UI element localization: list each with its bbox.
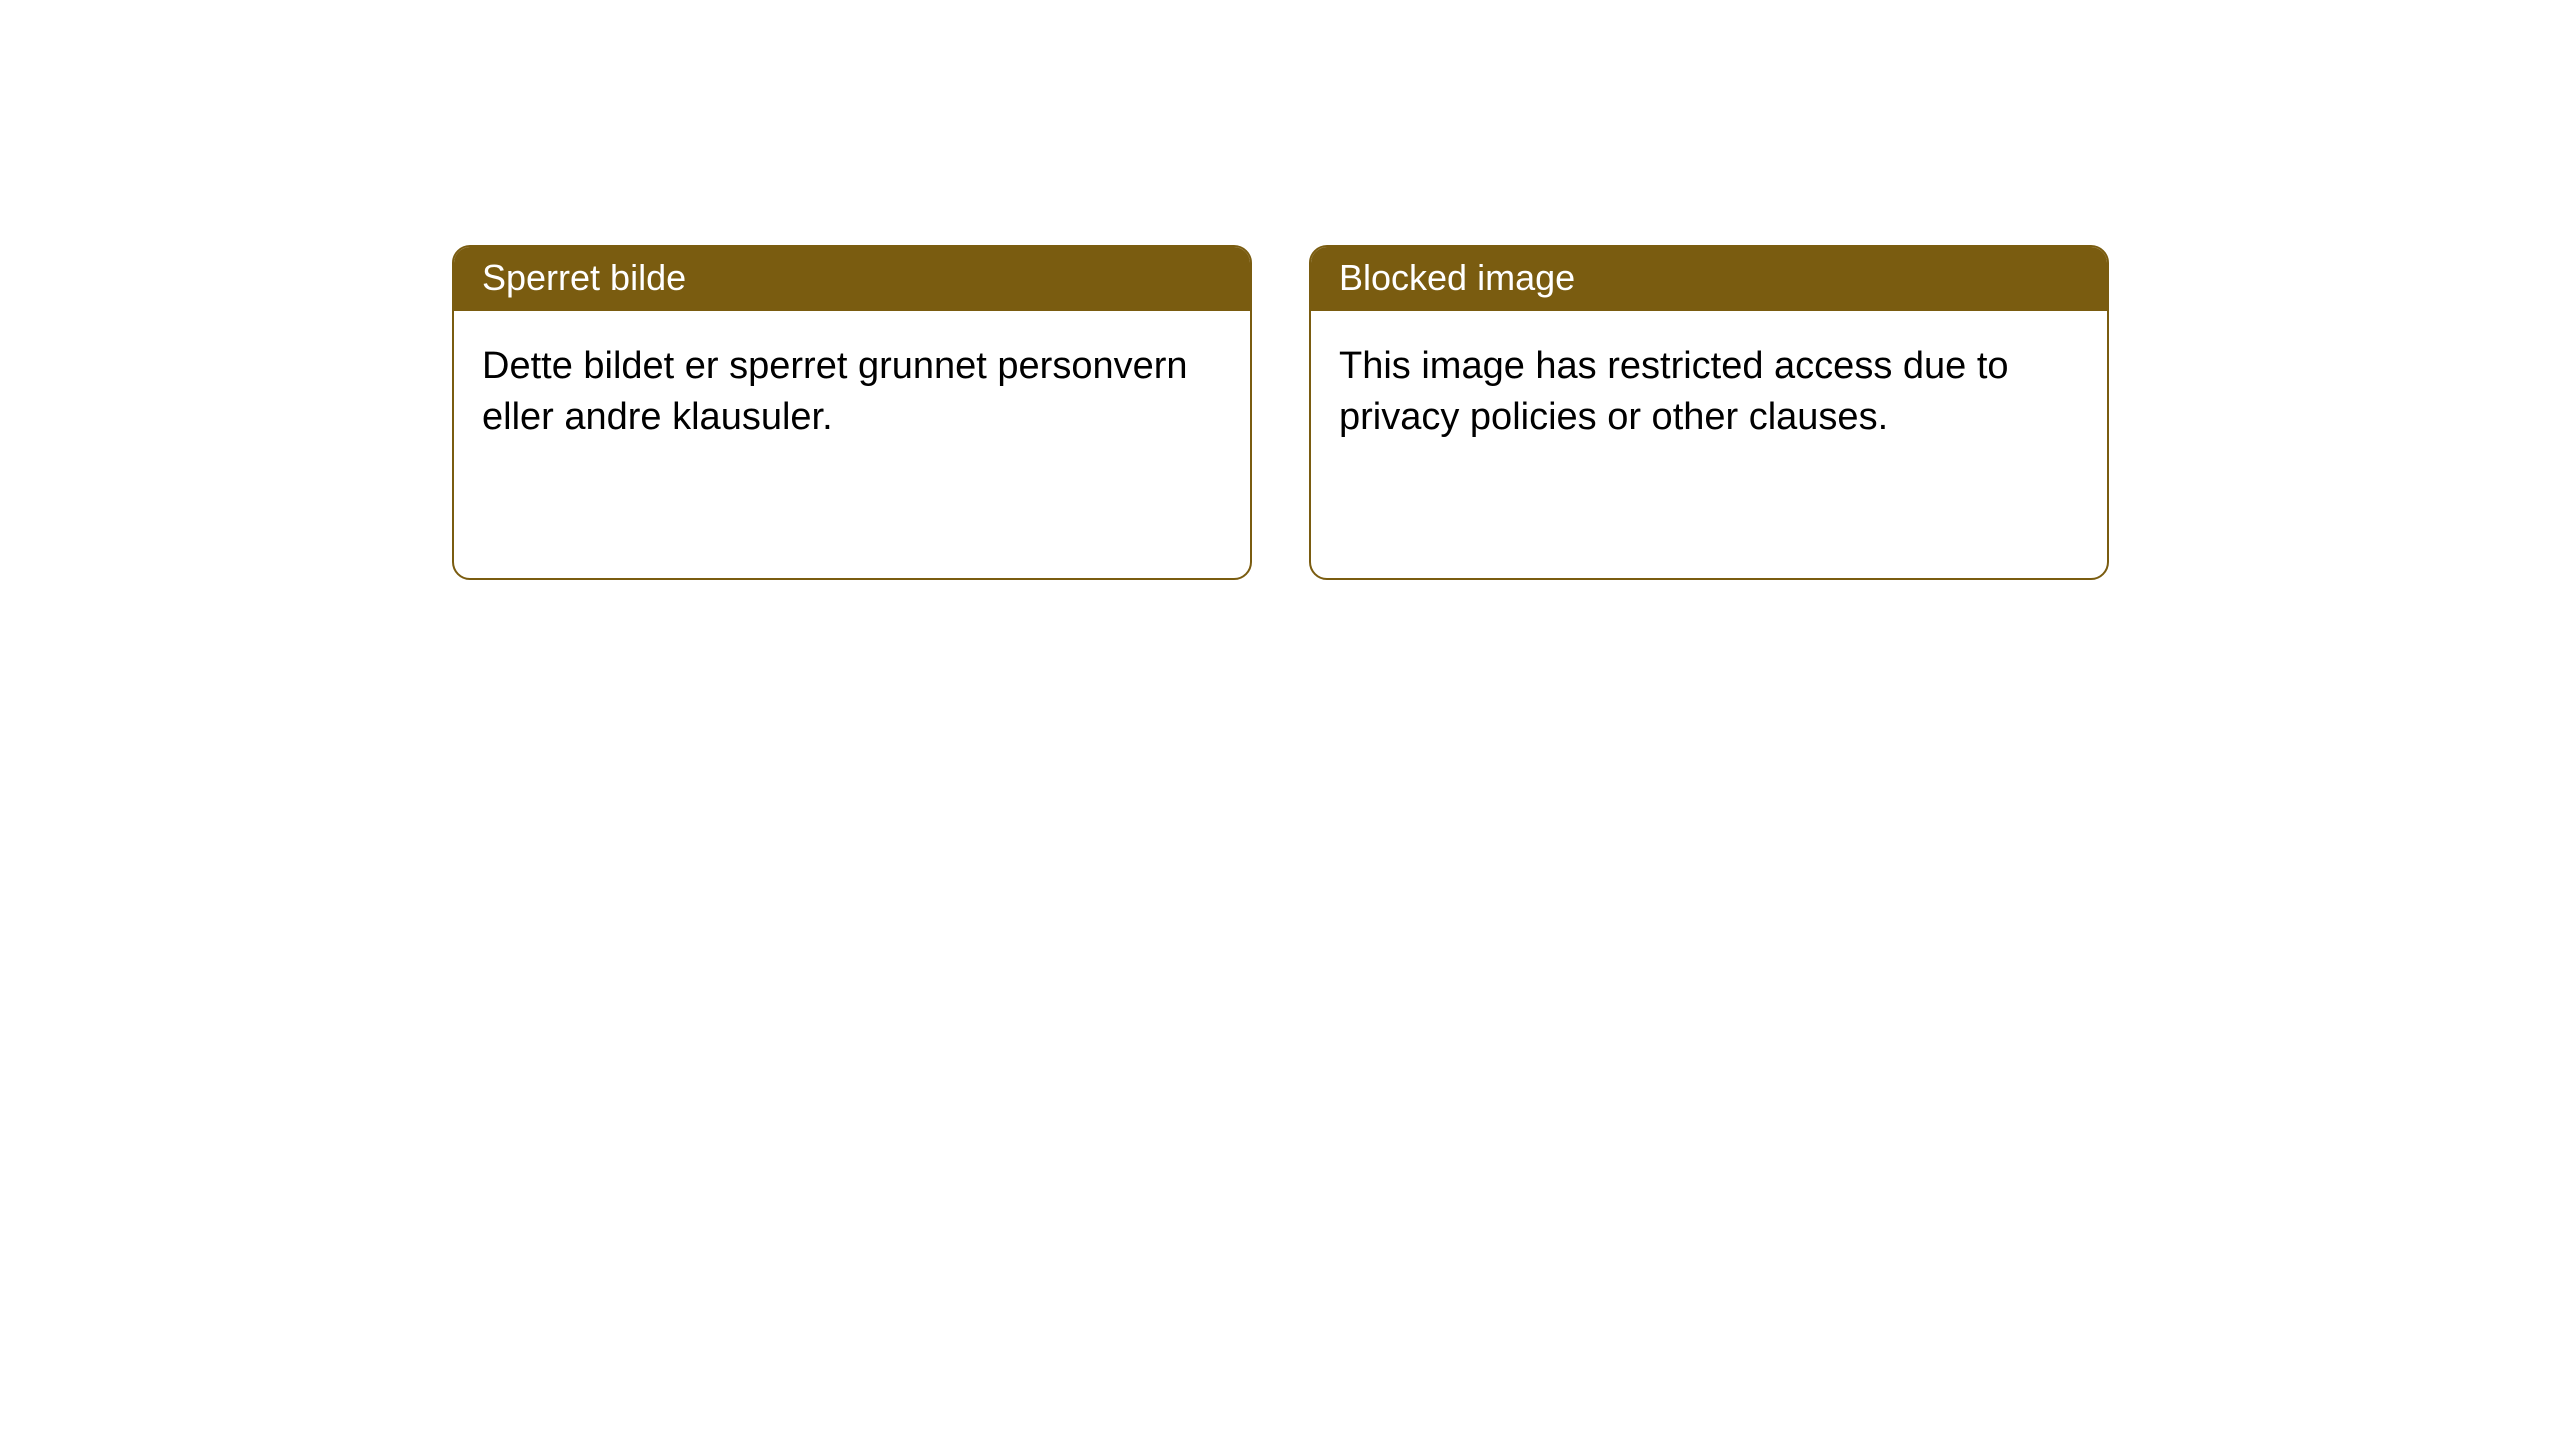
card-header-norwegian: Sperret bilde bbox=[454, 247, 1250, 311]
notice-card-english: Blocked image This image has restricted … bbox=[1309, 245, 2109, 580]
card-body-norwegian: Dette bildet er sperret grunnet personve… bbox=[454, 311, 1250, 474]
notice-cards-container: Sperret bilde Dette bildet er sperret gr… bbox=[452, 245, 2560, 580]
card-body-english: This image has restricted access due to … bbox=[1311, 311, 2107, 474]
card-header-english: Blocked image bbox=[1311, 247, 2107, 311]
notice-card-norwegian: Sperret bilde Dette bildet er sperret gr… bbox=[452, 245, 1252, 580]
